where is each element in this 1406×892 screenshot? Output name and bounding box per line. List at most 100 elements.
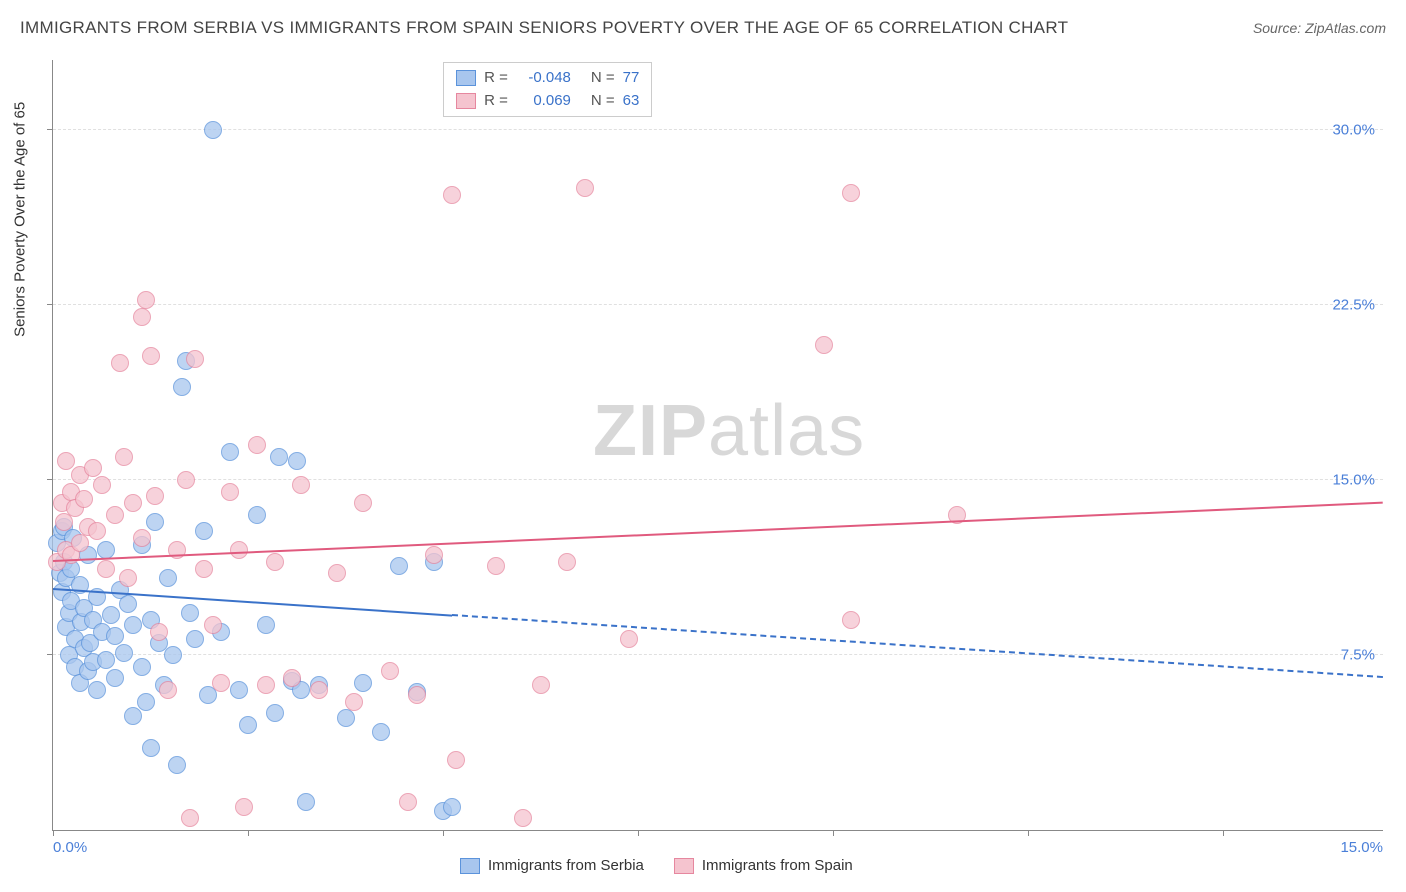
data-point — [576, 179, 594, 197]
data-point — [230, 681, 248, 699]
data-point — [354, 674, 372, 692]
y-tick-label: 30.0% — [1332, 122, 1375, 139]
data-point — [230, 541, 248, 559]
data-point — [124, 616, 142, 634]
data-point — [399, 793, 417, 811]
gridline — [53, 479, 1383, 480]
gridline — [53, 304, 1383, 305]
data-point — [106, 506, 124, 524]
x-tick — [1028, 830, 1029, 836]
data-point — [558, 553, 576, 571]
data-point — [150, 623, 168, 641]
data-point — [102, 606, 120, 624]
data-point — [204, 121, 222, 139]
data-point — [297, 793, 315, 811]
legend-bottom: Immigrants from Serbia Immigrants from Sp… — [460, 857, 853, 874]
data-point — [425, 546, 443, 564]
data-point — [372, 723, 390, 741]
data-point — [177, 471, 195, 489]
x-tick — [443, 830, 444, 836]
data-point — [106, 627, 124, 645]
data-point — [115, 644, 133, 662]
data-point — [288, 452, 306, 470]
data-point — [487, 557, 505, 575]
data-point — [137, 693, 155, 711]
data-point — [532, 676, 550, 694]
data-point — [142, 347, 160, 365]
chart-title: IMMIGRANTS FROM SERBIA VS IMMIGRANTS FRO… — [20, 18, 1068, 38]
source-label: Source: ZipAtlas.com — [1253, 20, 1386, 36]
data-point — [71, 534, 89, 552]
data-point — [842, 611, 860, 629]
data-point — [248, 436, 266, 454]
trend-line — [452, 614, 1383, 678]
data-point — [106, 669, 124, 687]
data-point — [270, 448, 288, 466]
data-point — [195, 522, 213, 540]
data-point — [447, 751, 465, 769]
data-point — [137, 291, 155, 309]
x-tick — [1223, 830, 1224, 836]
data-point — [133, 658, 151, 676]
data-point — [181, 809, 199, 827]
data-point — [221, 483, 239, 501]
data-point — [93, 476, 111, 494]
y-tick-label: 7.5% — [1341, 647, 1375, 664]
data-point — [124, 494, 142, 512]
data-point — [195, 560, 213, 578]
gridline — [53, 129, 1383, 130]
data-point — [257, 676, 275, 694]
data-point — [266, 553, 284, 571]
x-tick — [638, 830, 639, 836]
x-label-left: 0.0% — [53, 839, 87, 856]
data-point — [514, 809, 532, 827]
data-point — [111, 354, 129, 372]
x-label-right: 15.0% — [1340, 839, 1383, 856]
data-point — [119, 595, 137, 613]
data-point — [408, 686, 426, 704]
data-point — [212, 674, 230, 692]
data-point — [164, 646, 182, 664]
data-point — [204, 616, 222, 634]
data-point — [168, 756, 186, 774]
data-point — [146, 487, 164, 505]
data-point — [443, 186, 461, 204]
data-point — [146, 513, 164, 531]
data-point — [97, 560, 115, 578]
legend-item: Immigrants from Spain — [674, 857, 853, 874]
legend-stat-row: R =-0.048N =77 — [456, 67, 639, 90]
data-point — [186, 350, 204, 368]
data-point — [283, 669, 301, 687]
data-point — [815, 336, 833, 354]
data-point — [84, 459, 102, 477]
data-point — [173, 378, 191, 396]
y-tick-label: 22.5% — [1332, 297, 1375, 314]
data-point — [186, 630, 204, 648]
legend-stat-row: R =0.069N =63 — [456, 90, 639, 113]
data-point — [292, 476, 310, 494]
data-point — [124, 707, 142, 725]
data-point — [235, 798, 253, 816]
scatter-chart: ZIPatlas 7.5%15.0%22.5%30.0%0.0%15.0%R =… — [52, 60, 1383, 831]
data-point — [133, 529, 151, 547]
data-point — [620, 630, 638, 648]
data-point — [257, 616, 275, 634]
data-point — [248, 506, 266, 524]
data-point — [142, 739, 160, 757]
x-tick — [248, 830, 249, 836]
data-point — [115, 448, 133, 466]
data-point — [390, 557, 408, 575]
x-tick — [833, 830, 834, 836]
legend-stats: R =-0.048N =77R =0.069N =63 — [443, 62, 652, 117]
watermark: ZIPatlas — [593, 390, 865, 472]
y-axis-label: Seniors Poverty Over the Age of 65 — [12, 102, 29, 337]
data-point — [381, 662, 399, 680]
data-point — [328, 564, 346, 582]
data-point — [97, 541, 115, 559]
data-point — [337, 709, 355, 727]
legend-item: Immigrants from Serbia — [460, 857, 644, 874]
data-point — [88, 681, 106, 699]
data-point — [443, 798, 461, 816]
data-point — [119, 569, 137, 587]
data-point — [159, 681, 177, 699]
